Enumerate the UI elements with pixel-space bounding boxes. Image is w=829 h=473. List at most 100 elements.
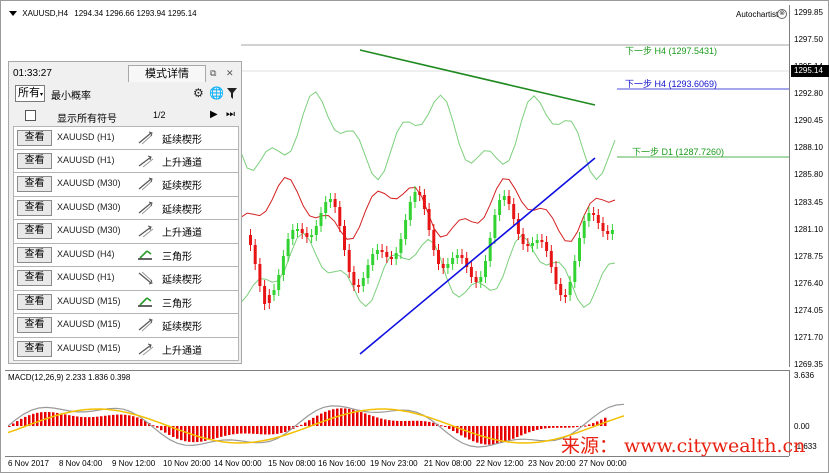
pattern-details-panel: 01:33:27 模式详情 ⧉ ✕ 所有▾ 最小概率 ⚙ 🌐 显示所有符号 1/… — [8, 61, 242, 364]
ohlc-values: 1294.34 1296.66 1293.94 1295.14 — [74, 9, 197, 18]
panel-title-tab[interactable]: 模式详情 — [128, 65, 206, 82]
list-item: 查看 XAUUSD (M30) 延续楔形 — [13, 173, 239, 197]
view-button[interactable]: 查看 — [17, 130, 52, 146]
candle-body — [526, 244, 530, 246]
close-icon[interactable]: ✕ — [226, 68, 234, 78]
candlestick-chart[interactable] — [5, 5, 789, 367]
price-tick: 1269.35 — [794, 360, 823, 369]
macd-histogram-bar — [300, 424, 303, 426]
macd-histogram-bar — [116, 414, 119, 426]
macd-line — [7, 403, 625, 448]
macd-histogram-bar — [288, 426, 291, 431]
view-button[interactable]: 查看 — [17, 340, 52, 357]
row-symbol: XAUUSD (M15) — [57, 295, 121, 306]
candle-body — [498, 200, 502, 215]
price-tick: 1281.10 — [794, 224, 823, 234]
price-tick: 1283.45 — [794, 197, 823, 207]
macd-histogram-bar — [248, 426, 251, 434]
view-button[interactable]: 查看 — [17, 293, 52, 310]
price-tick: 1276.40 — [794, 278, 823, 288]
autochartist-close-icon[interactable]: ⊗ — [777, 9, 787, 19]
macd-histogram-bar — [204, 426, 207, 441]
restore-icon[interactable]: ⧉ — [210, 68, 217, 78]
macd-histogram-bar — [152, 425, 155, 427]
macd-histogram-bar — [244, 426, 247, 434]
price-tick: 1292.80 — [794, 89, 823, 99]
view-button[interactable]: 查看 — [17, 176, 52, 192]
candle-body — [535, 240, 539, 243]
row-symbol: XAUUSD (H1) — [57, 132, 115, 142]
macd-histogram-bar — [560, 426, 563, 428]
macd-histogram-bar — [544, 426, 547, 429]
macd-histogram-bar — [404, 420, 407, 426]
macd-histogram-bar — [276, 426, 279, 434]
gear-icon[interactable]: ⚙ — [193, 86, 204, 100]
dropdown-arrow-icon[interactable] — [9, 11, 17, 17]
macd-axis-zero: 0.00 — [794, 422, 810, 431]
price-tick: 1297.50 — [794, 35, 823, 45]
view-button[interactable]: 查看 — [17, 246, 52, 263]
macd-histogram-bar — [8, 426, 11, 427]
filter-row: 所有▾ 最小概率 ⚙ 🌐 — [13, 84, 239, 104]
candle-body — [357, 285, 361, 287]
candle-body — [559, 284, 563, 295]
candle-body — [610, 230, 614, 234]
source-watermark: 来源： www.citywealth.cn — [561, 435, 806, 457]
show-all-checkbox[interactable] — [25, 110, 36, 121]
candle-body — [408, 202, 412, 220]
macd-histogram-bar — [328, 410, 331, 426]
macd-histogram-bar — [40, 412, 43, 426]
row-pattern-name: 延续楔形 — [162, 275, 202, 286]
list-item: 查看 XAUUSD (M15) 延续楔形 — [13, 314, 239, 338]
macd-histogram-bar — [272, 426, 275, 435]
candle-body — [314, 226, 318, 235]
candle-body — [249, 235, 252, 245]
macd-histogram-bar — [360, 412, 363, 426]
time-tick: 23 Nov 20:00 — [528, 459, 576, 468]
candle-body — [484, 261, 487, 277]
macd-histogram-bar — [512, 426, 515, 439]
macd-histogram-bar — [364, 413, 367, 426]
macd-histogram-bar — [48, 412, 51, 426]
price-axis: 1299.85 1297.50 1295.14 1292.80 1290.45 1288.… — [789, 5, 829, 369]
candle-body — [545, 242, 549, 251]
time-tick: 6 Nov 2017 — [8, 459, 49, 468]
macd-histogram-bar — [376, 417, 379, 426]
macd-histogram-bar — [468, 426, 471, 440]
symbol-info: XAUUSD,H4 1294.34 1296.66 1293.94 1295.1… — [9, 9, 197, 18]
candle-body — [418, 192, 422, 195]
filter-icon[interactable] — [227, 88, 237, 99]
row-symbol: XAUUSD (M15) — [57, 342, 121, 353]
candle-body — [540, 240, 544, 242]
row-pattern-name: 上升通道 — [162, 345, 202, 357]
macd-histogram-bar — [384, 419, 387, 426]
macd-histogram-bar — [236, 426, 239, 434]
last-page-icon[interactable]: ⏭ — [226, 109, 235, 120]
macd-histogram-bar — [296, 426, 299, 428]
view-button[interactable]: 查看 — [17, 223, 52, 239]
candle-body — [512, 204, 516, 219]
macd-panel[interactable] — [5, 370, 789, 456]
candle-body — [399, 239, 403, 253]
view-button[interactable]: 查看 — [17, 317, 52, 333]
candle-body — [305, 233, 309, 237]
candle-body — [606, 231, 610, 234]
price-tick: 1299.85 — [794, 8, 823, 17]
filter-select[interactable]: 所有▾ — [15, 85, 45, 102]
next-page-icon[interactable]: ▶ — [210, 109, 218, 120]
macd-histogram-bar — [596, 421, 599, 426]
macd-histogram-bar — [212, 426, 215, 439]
candle-body — [300, 229, 304, 233]
current-price-tag: 1295.14 — [791, 65, 829, 77]
globe-icon[interactable]: 🌐 — [209, 86, 224, 100]
macd-histogram-bar — [220, 426, 223, 437]
view-button[interactable]: 查看 — [17, 270, 52, 286]
panel-clock: 01:33:27 — [13, 68, 52, 79]
view-button[interactable]: 查看 — [17, 152, 52, 169]
triangle-icon — [138, 296, 152, 307]
price-chart[interactable] — [5, 5, 789, 367]
macd-histogram-bar — [284, 426, 287, 433]
macd-histogram-bar — [488, 426, 491, 445]
view-button[interactable]: 查看 — [17, 199, 52, 216]
